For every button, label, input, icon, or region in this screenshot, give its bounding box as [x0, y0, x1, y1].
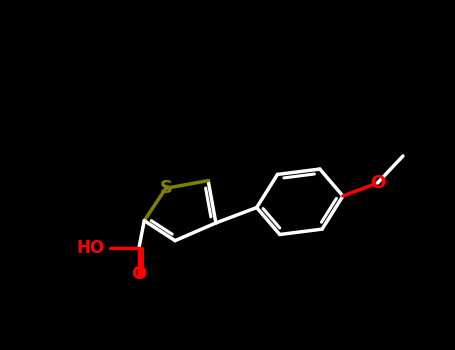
Text: S: S	[159, 179, 172, 197]
Text: O: O	[370, 174, 385, 192]
Text: O: O	[131, 265, 147, 283]
Text: HO: HO	[76, 239, 104, 257]
